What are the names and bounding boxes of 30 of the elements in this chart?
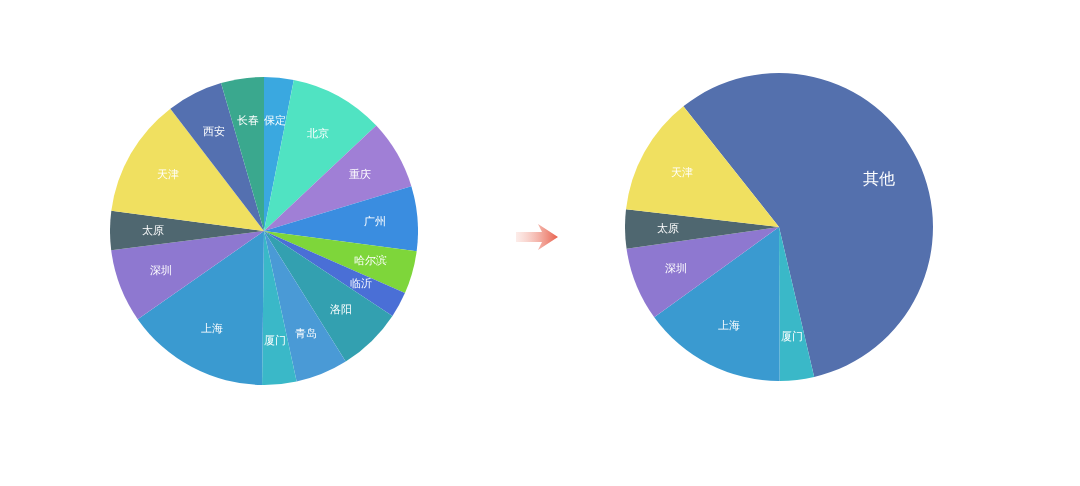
pie-slice xyxy=(264,125,412,231)
slice-label: 哈尔滨 xyxy=(354,253,388,267)
slice-label: 西安 xyxy=(202,125,225,139)
slice-label: 天津 xyxy=(157,168,180,182)
slice-label: 上海 xyxy=(201,321,224,335)
slice-label: 天津 xyxy=(671,166,694,180)
slice-label: 厦门 xyxy=(780,330,803,344)
slice-label: 青岛 xyxy=(294,326,317,340)
slice-label: 上海 xyxy=(717,318,740,332)
slice-label: 太原 xyxy=(657,221,680,235)
slice-label: 保定 xyxy=(263,113,286,127)
slice-label: 广州 xyxy=(363,214,386,228)
slice-label: 临沂 xyxy=(350,277,373,291)
pie-slice xyxy=(625,209,779,249)
slice-label: 其他 xyxy=(862,168,895,188)
slice-label: 深圳 xyxy=(149,263,172,277)
pie-slice xyxy=(264,231,393,362)
slice-label: 长春 xyxy=(237,114,260,128)
slice-label: 太原 xyxy=(142,223,165,237)
slice-label: 厦门 xyxy=(264,334,287,348)
slice-label: 洛阳 xyxy=(330,303,353,317)
pie-slice xyxy=(264,186,418,252)
pie-slice xyxy=(264,77,294,231)
slice-label: 北京 xyxy=(306,127,329,140)
slice-label: 深圳 xyxy=(665,261,688,275)
slice-label: 重庆 xyxy=(348,168,371,182)
pie-slice xyxy=(262,231,297,385)
pie-slice xyxy=(264,231,405,316)
pie-slice xyxy=(264,231,417,294)
pie-slice xyxy=(779,227,815,381)
